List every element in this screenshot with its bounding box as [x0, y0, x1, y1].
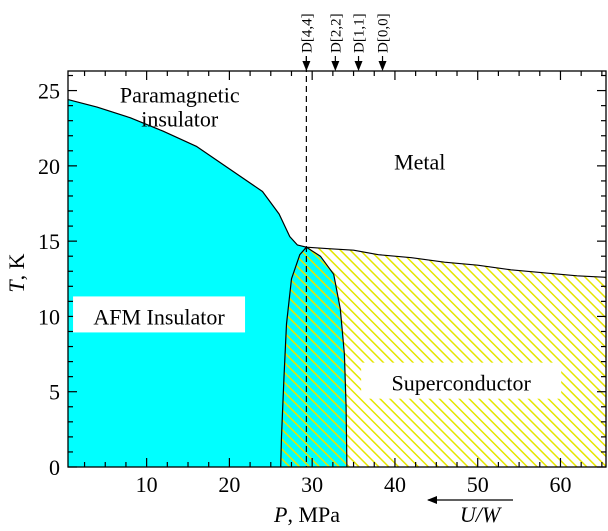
afm-boundary-line	[67, 99, 307, 248]
sc-right-boundary-line	[306, 246, 348, 468]
y-tick-label: 10	[38, 304, 60, 329]
y-tick-label: 25	[38, 79, 60, 104]
y-axis-title: T, K	[4, 253, 29, 292]
marker-label: D[2,2]	[328, 13, 344, 53]
y-tick-label: 15	[38, 229, 60, 254]
x-axis-title: P, MPa	[273, 502, 340, 526]
afm-insulator-region	[68, 99, 307, 467]
x-tick-label: 20	[218, 472, 240, 497]
marker-arrow-head	[378, 61, 387, 71]
marker-arrow-head	[302, 61, 311, 71]
marker-label: D[1,1]	[352, 13, 368, 53]
y-tick-label: 5	[49, 380, 60, 405]
afm-insulator-label: AFM Insulator	[93, 304, 225, 329]
superconductor-label-bg	[361, 362, 562, 399]
plot-frame	[67, 70, 607, 468]
afm-sc-left-boundary-line	[280, 246, 307, 468]
marker-label: D[4,4]	[299, 13, 315, 53]
x-tick-label: 40	[384, 472, 406, 497]
x-tick-label: 50	[467, 472, 489, 497]
y-tick-label: 0	[49, 455, 60, 480]
paramagnetic-insulator-label: Paramagnetic insulator	[120, 83, 240, 132]
superconductor-label: Superconductor	[392, 371, 532, 396]
uw-arrow-label: U/W	[460, 502, 502, 526]
x-tick-label: 30	[301, 472, 323, 497]
marker-arrow-head	[331, 61, 340, 71]
x-tick-label: 10	[136, 472, 158, 497]
afm-insulator-label-bg	[73, 296, 246, 333]
marker-arrow-head	[354, 61, 363, 71]
x-tick-label: 60	[549, 472, 571, 497]
metal-sc-boundary-line	[306, 246, 607, 278]
metal-label: Metal	[394, 149, 445, 174]
marker-label: D[0,0]	[376, 13, 392, 53]
y-tick-label: 20	[38, 154, 60, 179]
coexistence-region-hatch	[280, 247, 347, 467]
superconductor-region	[280, 247, 606, 467]
